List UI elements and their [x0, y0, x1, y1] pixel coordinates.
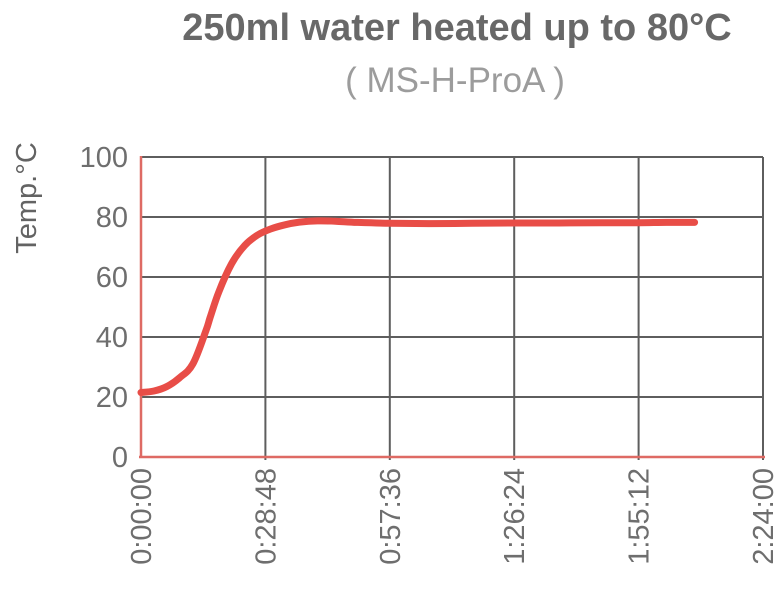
x-tick-label: 2:24:00	[748, 468, 780, 565]
x-tick-label: 0:28:48	[250, 468, 282, 565]
x-tick-label: 1:55:12	[624, 468, 656, 565]
temperature-curve	[137, 217, 699, 396]
y-tick-label: 100	[80, 142, 128, 174]
chart-title: 250ml water heated up to 80°C	[182, 7, 731, 49]
axis-lines	[139, 156, 765, 459]
y-tick-label: 60	[96, 262, 128, 294]
x-tick-label: 1:26:24	[499, 468, 531, 565]
x-tick-label: 0:57:36	[375, 468, 407, 565]
y-axis-label: Temp.°C	[11, 142, 43, 254]
y-tick-label: 40	[96, 322, 128, 354]
y-tick-label: 0	[112, 442, 128, 474]
x-tick-label: 0:00:00	[126, 468, 158, 565]
y-tick-label: 80	[96, 202, 128, 234]
chart-subtitle: ( MS-H-ProA )	[345, 61, 565, 100]
gridlines	[141, 156, 764, 460]
x-tick-labels: 0:00:00 0:28:48 0:57:36 1:26:24 1:55:12 2:24:…	[126, 468, 780, 565]
y-tick-labels: 0 20 40 60 80 100	[80, 142, 128, 474]
y-tick-label: 20	[96, 382, 128, 414]
